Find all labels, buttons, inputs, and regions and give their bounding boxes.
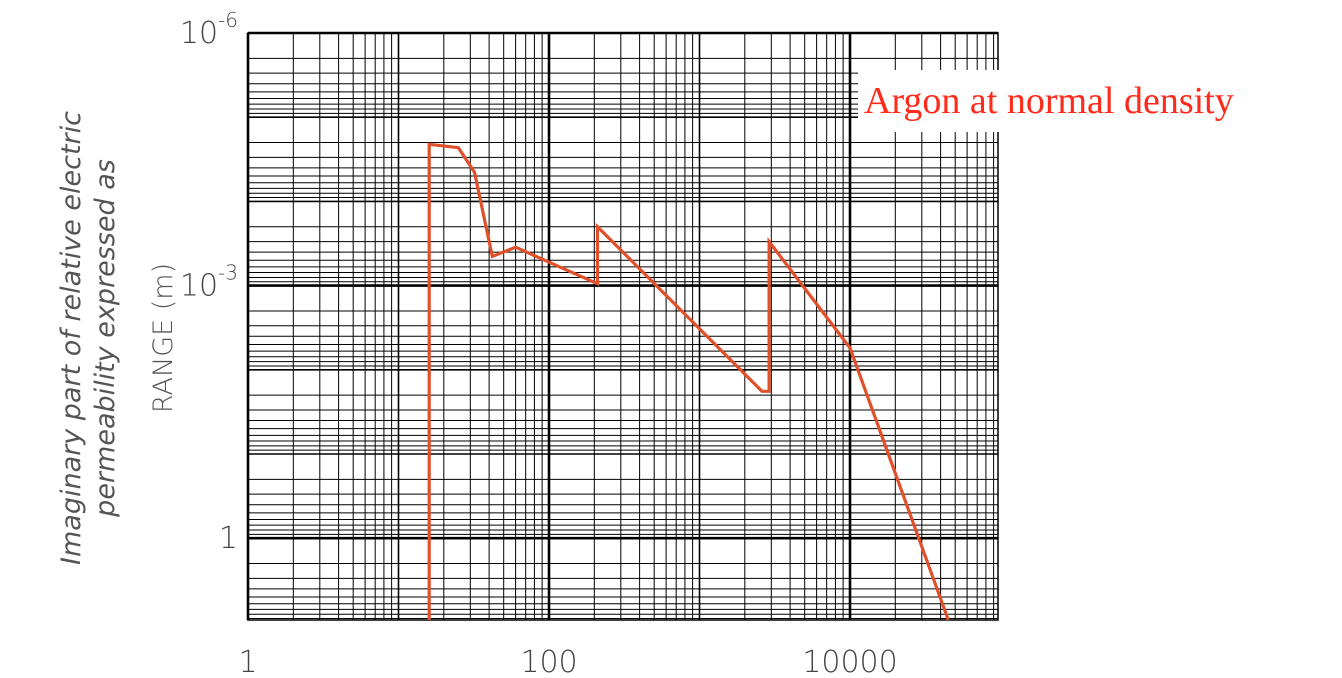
series-layer bbox=[427, 142, 950, 621]
x-tick-label-2: 10000 bbox=[802, 645, 897, 678]
y-axis-title-line2: permeability expressed as bbox=[90, 159, 121, 518]
tick-labels: 1 100 10000 10-6 10-3 1 bbox=[180, 8, 898, 678]
x-tick-label-0: 1 bbox=[238, 645, 257, 678]
y-tick-label-2: 1 bbox=[219, 521, 238, 556]
y-tick-label-1: 10-3 bbox=[180, 261, 238, 304]
y-axis-title-line3: RANGE (m) bbox=[148, 263, 179, 413]
grid bbox=[246, 31, 999, 621]
y-tick-label-0: 10-6 bbox=[180, 8, 238, 51]
series-line-0 bbox=[427, 142, 950, 621]
y-axis-title-line1: Imaginary part of relative electric bbox=[56, 111, 87, 565]
annotation-box: Argon at normal density bbox=[858, 70, 1342, 132]
x-tick-label-1: 100 bbox=[520, 645, 577, 678]
annotation-label: Argon at normal density bbox=[864, 80, 1234, 122]
y-axis-title: Imaginary part of relative electric perm… bbox=[56, 111, 179, 565]
